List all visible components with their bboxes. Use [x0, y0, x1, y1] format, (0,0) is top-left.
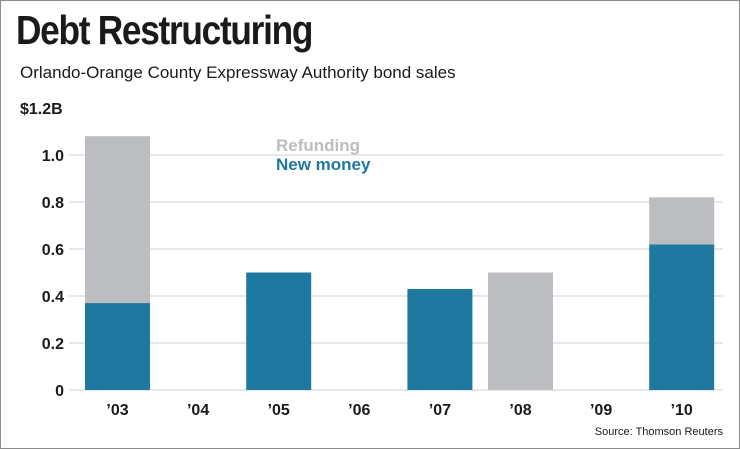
source-note: Source: Thomson Reuters [594, 426, 723, 438]
chart-title: Debt Restructuring [16, 7, 313, 53]
x-tick-label: ’08 [509, 402, 531, 419]
bar-new-money [85, 303, 150, 390]
y-axis: 0 0.2 0.4 0.6 0.8 1.0 $1.2B [20, 101, 64, 400]
bar-new-money [246, 272, 312, 390]
x-tick-label: ’05 [268, 402, 290, 419]
grid-lines [69, 154, 723, 391]
bar-refunding [85, 136, 150, 304]
bars [85, 136, 715, 390]
x-tick-label: ’04 [187, 402, 209, 419]
legend-new-money: New money [276, 155, 371, 174]
x-tick-label: ’03 [106, 402, 128, 419]
bar-new-money [407, 288, 473, 390]
chart-subtitle: Orlando-Orange County Expressway Authori… [20, 63, 456, 82]
bar-refunding [488, 272, 553, 390]
y-tick-label: 0 [55, 383, 64, 400]
x-axis: ’03 ’04 ’05 ’06 ’07 ’08 ’09 ’10 [106, 402, 693, 419]
y-tick-label: 0.2 [42, 336, 64, 353]
bar-new-money [649, 244, 715, 390]
x-tick-label: ’10 [671, 402, 693, 419]
y-tick-label: 1.0 [42, 148, 64, 165]
y-tick-label: $1.2B [20, 101, 63, 118]
x-tick-label: ’09 [590, 402, 612, 419]
legend: Refunding New money [276, 136, 371, 174]
x-tick-label: ’07 [429, 402, 451, 419]
y-tick-label: 0.8 [42, 195, 64, 212]
bar-refunding [649, 197, 715, 245]
y-tick-label: 0.4 [42, 289, 64, 306]
x-tick-label: ’06 [348, 402, 370, 419]
legend-refunding: Refunding [276, 136, 360, 155]
y-tick-label: 0.6 [42, 242, 64, 259]
